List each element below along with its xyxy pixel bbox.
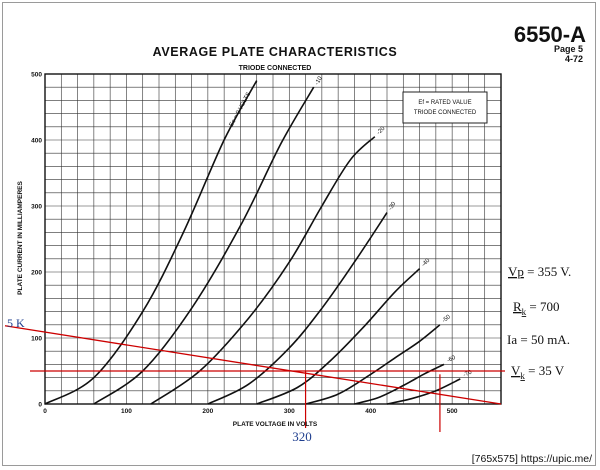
ia-symbol: Ia — [507, 332, 517, 347]
vp-annotation: Vp = 355 V. — [508, 264, 571, 279]
grid-voltage-curve — [150, 136, 376, 405]
rk-symbol: R — [513, 299, 522, 314]
chart-frame — [2, 2, 596, 466]
grid-voltage-curve — [207, 212, 388, 405]
rk-value: = 700 — [526, 299, 559, 314]
legend-line-1: Ef = RATED VALUE — [418, 100, 471, 106]
y-tick-label: 0 — [38, 402, 42, 409]
grid-voltage-curve — [44, 80, 258, 405]
load-line — [4, 325, 502, 405]
plate-curves — [44, 80, 461, 405]
vk-subscript: k — [520, 371, 525, 381]
grid-voltage-curve — [354, 363, 445, 405]
curve-label: -30 — [388, 201, 398, 212]
curve-label: -40 — [421, 257, 432, 268]
y-tick-label: 500 — [31, 72, 42, 79]
doc-date: 4-72 — [565, 54, 583, 64]
y-tick-label: 200 — [31, 270, 42, 277]
load-line-label: 5 K — [7, 316, 25, 330]
tube-type: 6550-A — [514, 22, 586, 47]
load-line-overlay — [4, 325, 505, 432]
watermark: [765x575] https://upic.me/ — [472, 453, 592, 465]
ia-annotation: Ia = 50 mA. — [507, 332, 570, 347]
plate-voltage-marker-label: 320 — [292, 429, 312, 444]
axes: 0 100 200 300 400 500 0 100 200 300 400 500 — [31, 72, 458, 416]
vk-annotation: Vk = 35 V — [511, 363, 565, 381]
grid-voltage-curve — [305, 324, 441, 405]
grid-voltage-curve — [256, 268, 421, 405]
x-tick-label: 300 — [284, 408, 295, 415]
curve-label: -70 — [463, 369, 474, 378]
y-tick-label: 100 — [31, 336, 42, 343]
plot-border — [44, 73, 502, 405]
vp-symbol: Vp — [508, 264, 524, 279]
chart-subtitle: TRIODE CONNECTED — [239, 65, 312, 72]
curve-label: -10 — [314, 75, 324, 86]
legend-line-2: TRIODE CONNECTED — [414, 110, 477, 116]
x-axis-label: PLATE VOLTAGE IN VOLTS — [233, 421, 318, 428]
y-axis-label: PLATE CURRENT IN MILLIAMPERES — [17, 181, 24, 295]
legend-box — [402, 91, 488, 124]
grid-voltage-curve — [386, 378, 461, 405]
x-tick-label: 100 — [121, 408, 132, 415]
vk-value: = 35 V — [525, 363, 565, 378]
curve-label: -60 — [446, 355, 457, 364]
x-tick-label: 0 — [43, 408, 47, 415]
y-tick-label: 300 — [31, 204, 42, 211]
chart-title: AVERAGE PLATE CHARACTERISTICS — [153, 45, 398, 59]
rk-subscript: k — [522, 307, 527, 317]
x-tick-label: 400 — [365, 408, 376, 415]
page-number: Page 5 — [554, 44, 583, 54]
ia-value: = 50 mA. — [517, 332, 570, 347]
watermark-bg — [445, 450, 595, 465]
x-tick-label: 200 — [202, 408, 213, 415]
vk-symbol: V — [511, 363, 521, 378]
grid — [44, 73, 502, 405]
x-tick-label: 500 — [447, 408, 458, 415]
y-tick-label: 400 — [31, 138, 42, 145]
curve-label: -20 — [376, 125, 387, 136]
rk-annotation: Rk = 700 — [513, 299, 560, 317]
curve-label: -50 — [441, 314, 452, 325]
vp-value: = 355 V. — [524, 264, 571, 279]
